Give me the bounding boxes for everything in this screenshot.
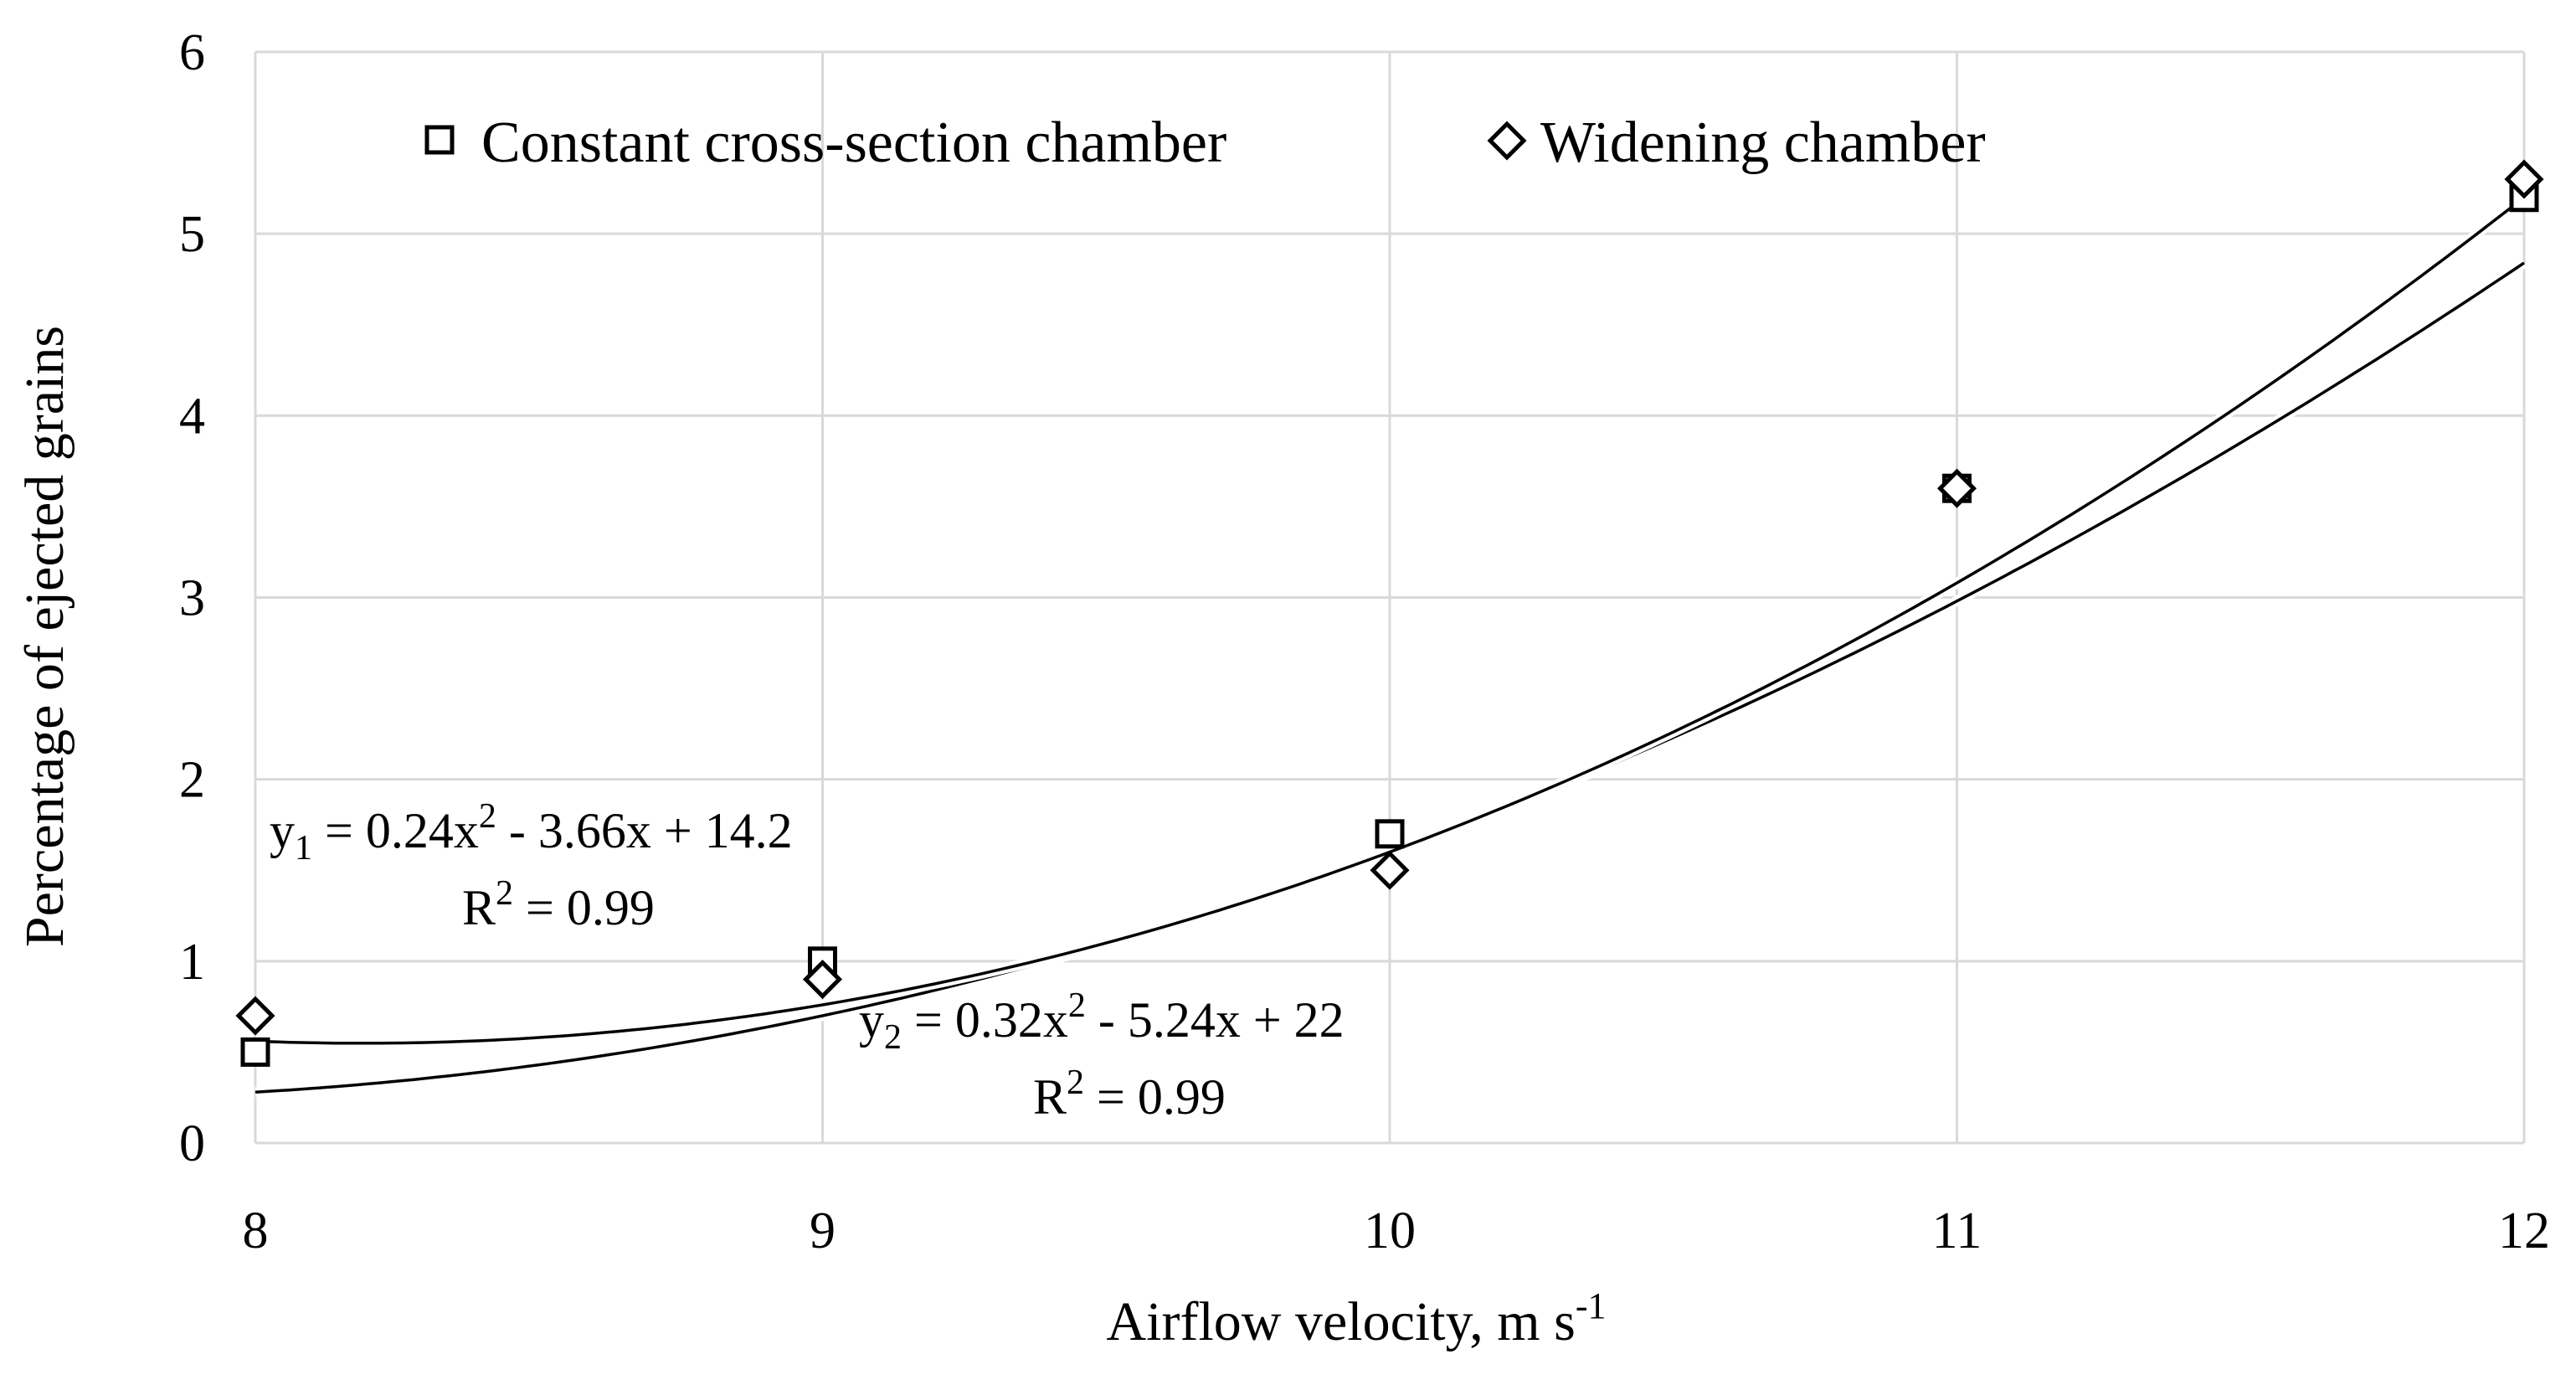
y-tick-label: 1 bbox=[179, 934, 205, 991]
equation-2-text: y2 = 0.32x2 - 5.24x + 22 bbox=[859, 986, 1345, 1057]
equation-2-r2: R2 = 0.99 bbox=[1033, 1063, 1226, 1125]
legend-marker-square bbox=[424, 125, 455, 155]
y-tick-label: 4 bbox=[179, 388, 205, 445]
legend-marker-diamond bbox=[1487, 121, 1527, 161]
data-point-diamond bbox=[235, 996, 275, 1036]
legend-label-series-1: Constant cross-section chamber bbox=[481, 111, 1226, 175]
data-point-diamond bbox=[802, 960, 843, 1000]
y-tick-label: 5 bbox=[179, 206, 205, 263]
data-point-square bbox=[1375, 819, 1405, 849]
x-tick-label: 8 bbox=[243, 1202, 269, 1259]
equation-1: y1 = 0.24x2 - 3.66x + 14.2 R2 = 0.99 bbox=[270, 797, 793, 935]
x-axis-title: Airflow velocity, m s-1 bbox=[1107, 1285, 1607, 1352]
legend: Constant cross-section chamber Widening … bbox=[424, 111, 1986, 175]
x-tick-label: 12 bbox=[2498, 1202, 2550, 1259]
equation-1-r2: R2 = 0.99 bbox=[462, 874, 655, 935]
x-tick-label: 10 bbox=[1364, 1202, 1416, 1259]
y-tick-label: 0 bbox=[179, 1115, 205, 1172]
markers bbox=[235, 159, 2544, 1067]
x-tick-label: 9 bbox=[810, 1202, 836, 1259]
y-tick-label: 3 bbox=[179, 570, 205, 627]
x-tick-label: 11 bbox=[1932, 1202, 1982, 1259]
y-axis-title: Percentage of ejected grains bbox=[14, 326, 75, 947]
data-point-diamond bbox=[2504, 159, 2544, 199]
equation-2: y2 = 0.32x2 - 5.24x + 22 R2 = 0.99 bbox=[859, 986, 1345, 1125]
data-point-diamond bbox=[1936, 468, 1977, 508]
data-point-square bbox=[240, 1037, 270, 1067]
grid bbox=[254, 50, 2526, 1145]
equation-1-text: y1 = 0.24x2 - 3.66x + 14.2 bbox=[270, 797, 793, 868]
y-tick-label: 2 bbox=[179, 752, 205, 809]
data-point-diamond bbox=[1370, 850, 1410, 890]
y-tick-label: 6 bbox=[179, 24, 205, 81]
legend-label-series-2: Widening chamber bbox=[1540, 111, 1986, 175]
